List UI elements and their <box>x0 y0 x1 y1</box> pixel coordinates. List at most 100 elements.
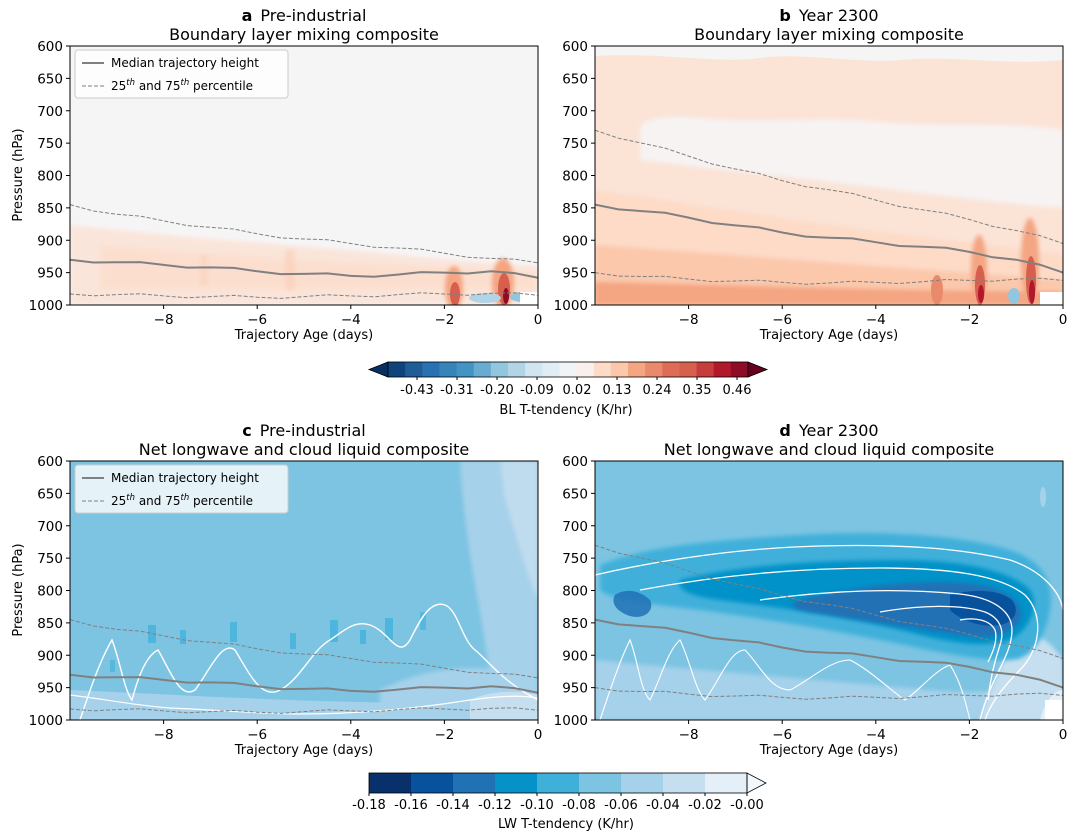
y-tick-label: 950 <box>37 681 63 697</box>
x-tick-label: −6 <box>772 312 792 328</box>
panel-c-xlabel: Trajectory Age (days) <box>234 743 373 758</box>
colorbar-bl-swatch <box>713 362 732 377</box>
colorbar-lw: -0.18 -0.16 -0.14 -0.12 -0.10 -0.08 -0.06 -0.04… <box>352 772 767 832</box>
colorbar-lw-swatches: -0.18 -0.16 -0.14 -0.12 -0.10 -0.08 -0.06 -0.04… <box>352 772 767 813</box>
colorbar-lw-tick-label: -0.08 <box>562 798 596 813</box>
colorbar-bl-swatch <box>439 362 458 377</box>
panel-d-p75-line <box>595 687 1063 700</box>
y-tick-label: 650 <box>562 486 588 502</box>
panel-c-title: Pre-industrial <box>260 421 366 440</box>
colorbar-lw-swatch <box>705 773 748 793</box>
y-tick-label: 750 <box>37 551 63 567</box>
panel-d-field <box>595 461 1063 720</box>
colorbar-bl-outline <box>387 361 749 378</box>
panel-c-legend: Median trajectory height 25th and 75th p… <box>74 464 289 514</box>
panel-d-cloud-contour-5 <box>959 618 997 663</box>
panel-c-p75-line <box>70 707 538 714</box>
panel-c: c Pre-industrial Net longwave and cloud l… <box>11 421 542 758</box>
colorbar-lw-tick-label: -0.06 <box>604 798 638 813</box>
panel-d-median-line <box>595 618 1063 689</box>
colorbar-bl-swatch <box>679 362 698 377</box>
legend-a-percentile-label: 25th and 75th percentile <box>111 78 253 93</box>
panel-b-subtitle: Boundary layer mixing composite <box>694 25 964 44</box>
y-tick-label: 700 <box>37 519 63 535</box>
y-tick-label: 750 <box>37 136 63 152</box>
colorbar-lw-swatch <box>621 773 664 793</box>
panel-b-title: Year 2300 <box>798 6 879 25</box>
panel-a-legend: Median trajectory height 25th and 75th p… <box>74 49 289 99</box>
panel-c-letter: c <box>242 421 251 440</box>
panel-b-p75-line <box>595 272 1063 285</box>
x-tick-label: −4 <box>866 727 886 743</box>
colorbar-bl-swatch <box>662 362 680 377</box>
y-tick-label: 750 <box>562 136 588 152</box>
y-tick-label: 800 <box>37 584 63 600</box>
y-tick-label: 950 <box>37 266 63 282</box>
colorbar-bl-swatch <box>593 362 612 377</box>
x-tick-label: 0 <box>534 312 543 328</box>
y-tick-label: 650 <box>37 71 63 87</box>
panel-a-axes: −8 −6 −4 −2 0 600 650 700 750 800 850 900 950 1000 <box>29 39 543 328</box>
colorbar-bl: -0.43 -0.31 -0.20 -0.09 0.02 0.13 0.24 0.35 0.46… <box>367 361 769 418</box>
y-tick-label: 650 <box>37 486 63 502</box>
panel-a-letter: a <box>242 6 253 25</box>
colorbar-lw-tick-label: -0.04 <box>646 798 680 813</box>
x-tick-label: −6 <box>772 727 792 743</box>
colorbar-bl-swatches: -0.43 -0.31 -0.20 -0.09 0.02 0.13 0.24 0.35 0.46 <box>367 361 769 398</box>
panel-b-lines <box>595 129 1063 285</box>
x-tick-label: −8 <box>679 312 699 328</box>
colorbar-lw-outline <box>368 772 748 794</box>
x-tick-label: −6 <box>247 312 267 328</box>
panel-d-letter: d <box>779 421 790 440</box>
y-tick-label: 1000 <box>554 713 588 729</box>
colorbar-bl-swatch <box>508 362 526 377</box>
panel-d-axes: −8 −6 −4 −2 0 600 650 700 750 800 850 900 950 1000 <box>554 454 1068 743</box>
colorbar-lw-tick-label: -0.14 <box>436 798 470 813</box>
x-tick-label: −2 <box>959 727 979 743</box>
y-tick-label: 1000 <box>29 298 63 314</box>
panel-c-ylabel: Pressure (hPa) <box>11 543 26 636</box>
colorbar-bl-swatch <box>456 362 475 377</box>
panel-b-field <box>595 46 1063 305</box>
panel-d-subtitle: Net longwave and cloud liquid composite <box>664 440 994 459</box>
panel-c-axes: −8 −6 −4 −2 0 600 650 700 750 800 850 900 950 1000 <box>29 454 543 743</box>
panel-d-cloud-contour-6 <box>599 638 851 720</box>
x-tick-label: −2 <box>434 312 454 328</box>
y-tick-label: 900 <box>37 233 63 249</box>
y-tick-label: 1000 <box>554 298 588 314</box>
colorbar-bl-tick-label: -0.09 <box>520 383 554 398</box>
panel-a-lines <box>70 204 538 299</box>
colorbar-bl-tick-label: -0.20 <box>480 383 514 398</box>
x-tick-label: −8 <box>154 312 174 328</box>
colorbar-bl-swatch <box>490 362 509 377</box>
panel-d-cloud-contour-4 <box>879 605 1003 701</box>
y-tick-label: 700 <box>562 519 588 535</box>
panel-d-title: Year 2300 <box>798 421 879 440</box>
colorbar-lw-swatch <box>663 773 706 793</box>
colorbar-bl-swatch <box>388 362 406 377</box>
colorbar-bl-tick-label: 0.24 <box>643 383 672 398</box>
panel-c-cloud-contour-lower <box>70 694 538 715</box>
y-tick-label: 850 <box>562 616 588 632</box>
panel-d-cloud-contour-7 <box>849 659 971 720</box>
y-tick-label: 600 <box>37 454 63 470</box>
colorbar-lw-swatch <box>495 773 538 793</box>
colorbar-bl-swatch <box>628 362 646 377</box>
y-tick-label: 900 <box>562 233 588 249</box>
y-tick-label: 600 <box>562 454 588 470</box>
colorbar-bl-swatch <box>422 362 440 377</box>
x-tick-label: −6 <box>247 727 267 743</box>
x-tick-label: −2 <box>959 312 979 328</box>
colorbar-lw-tick-label: -0.00 <box>730 798 764 813</box>
colorbar-lw-tick-label: -0.10 <box>520 798 554 813</box>
colorbar-bl-swatch <box>473 362 492 377</box>
colorbar-lw-label: LW T-tendency (K/hr) <box>498 817 634 832</box>
colorbar-bl-extend-high <box>747 361 769 378</box>
y-tick-label: 950 <box>562 681 588 697</box>
y-tick-label: 950 <box>562 266 588 282</box>
colorbar-lw-swatch <box>453 773 496 793</box>
x-tick-label: −8 <box>154 727 174 743</box>
panel-a-title: Pre-industrial <box>260 6 366 25</box>
